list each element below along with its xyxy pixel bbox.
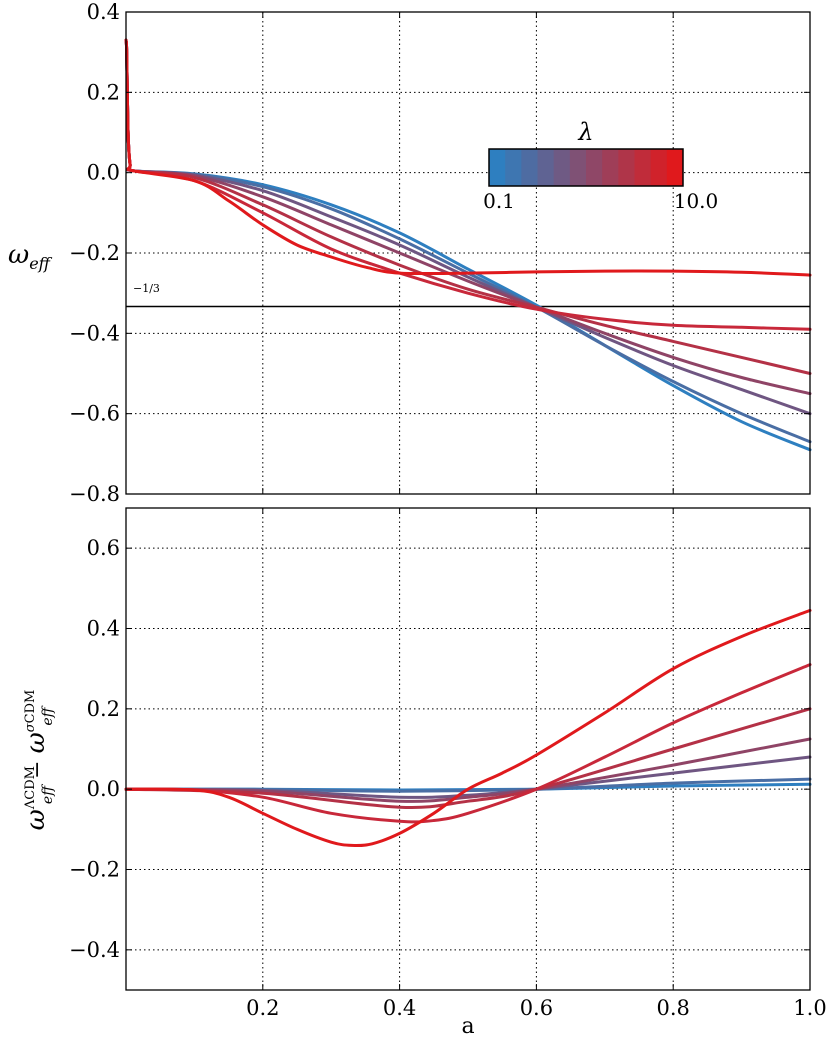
bottom-y-ticks: −0.4 −0.2 0.0 0.2 0.4 0.6 <box>69 536 810 962</box>
y-tick-label: −0.2 <box>69 241 120 265</box>
x-tick-label: 0.8 <box>656 996 689 1020</box>
x-tick-label: 0.4 <box>383 996 416 1020</box>
reference-line-label: −1/3 <box>133 282 160 295</box>
colorbar-max-label: 10.0 <box>674 189 719 213</box>
y-tick-label: 0.6 <box>87 536 120 560</box>
colorbar-band <box>553 149 571 186</box>
series-line--4 <box>124 707 812 809</box>
series-line--2 <box>124 737 812 803</box>
colorbar-title: λ <box>577 118 593 146</box>
series-line--2 <box>124 38 812 396</box>
y-tick-label: 0.0 <box>87 161 120 185</box>
colorbar-band <box>666 149 684 186</box>
colorbar-band <box>586 149 603 186</box>
colorbar-band <box>569 149 587 186</box>
series-line--10 <box>124 38 812 277</box>
bottom-plot-frame <box>125 507 811 991</box>
series-line--1 <box>124 38 812 416</box>
series-line--0-3 <box>124 38 812 444</box>
x-tick-label: 0.2 <box>246 996 279 1020</box>
top-x-ticks <box>262 12 811 494</box>
y-tick-label: 0.0 <box>87 777 120 801</box>
y-tick-label: −0.2 <box>69 858 120 882</box>
y-tick-label: 0.2 <box>87 697 120 721</box>
colorbar-band <box>602 149 619 186</box>
series-line--0-1 <box>124 38 812 452</box>
bottom-x-axis-label: a <box>461 1014 474 1038</box>
top-y-axis-label: ωeff <box>8 240 53 273</box>
x-tick-label: 0.6 <box>520 996 553 1020</box>
colorbar-band <box>521 149 538 186</box>
series-line--7 <box>124 663 812 824</box>
top-grid <box>126 12 810 494</box>
bottom-grid <box>126 508 810 990</box>
y-tick-label: 0.4 <box>87 617 120 641</box>
colorbar-band <box>537 149 555 186</box>
y-tick-label: 0.2 <box>87 80 120 104</box>
bottom-y-axis-label: ωΛCDM eff − ωσCDM eff <box>21 690 56 831</box>
x-tick-label: 1.0 <box>793 996 826 1020</box>
colorbar-band <box>489 149 506 186</box>
colorbar-band <box>650 149 668 186</box>
bottom-panel: −0.4 −0.2 0.0 0.2 0.4 0.6 0.2 0.4 0.6 0.8 1.0 a ω… <box>21 507 827 1038</box>
colorbar-band <box>618 149 635 186</box>
y-tick-label: −0.8 <box>69 482 120 506</box>
bottom-series-group <box>124 608 812 848</box>
colorbar-band <box>505 149 522 186</box>
bottom-x-ticks: 0.2 0.4 0.6 0.8 1.0 <box>246 508 827 1020</box>
colorbar: λ 0.1 10.0 <box>483 118 718 213</box>
top-y-ticks: −0.8 −0.6 −0.4 −0.2 0.0 0.2 0.4 <box>69 0 810 506</box>
y-tick-label: −0.4 <box>69 938 120 962</box>
y-tick-label: 0.4 <box>87 0 120 24</box>
y-tick-label: −0.6 <box>69 402 120 426</box>
top-series-group <box>124 38 812 452</box>
colorbar-band <box>634 149 652 186</box>
series-line--10 <box>124 608 812 848</box>
colorbar-min-label: 0.1 <box>483 189 515 213</box>
colorbar-frame <box>488 148 684 187</box>
y-tick-label: −0.4 <box>69 321 120 345</box>
top-panel: −0.8 −0.6 −0.4 −0.2 0.0 0.2 0.4 ωeff −1/3 λ 0.… <box>8 0 812 506</box>
colorbar-gradient <box>489 149 684 186</box>
